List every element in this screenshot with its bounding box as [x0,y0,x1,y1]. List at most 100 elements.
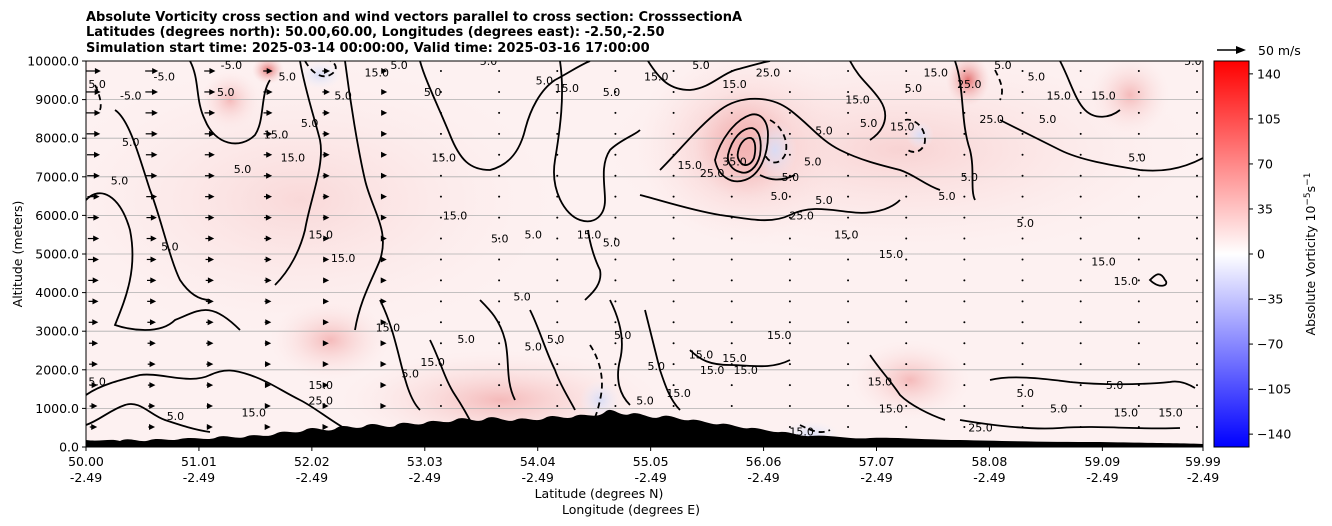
wind-vector [1137,216,1140,219]
field-blob [86,61,560,340]
wind-vector [1196,90,1198,93]
wind-vector [1196,279,1198,282]
contour-line [727,127,762,174]
wind-vector [264,403,271,410]
contour-label: 15.0 [722,352,747,365]
wind-vector [1021,90,1024,93]
wind-vector [614,405,617,408]
wind-vector [1079,111,1082,114]
wind-vector [380,319,387,326]
contour-label: 5.0 [692,59,710,72]
wind-vector [963,363,966,366]
wind-vector [556,363,559,366]
contour-label: -5.0 [221,59,242,72]
wind-vector [264,319,272,326]
wind-vector-head [151,88,158,95]
wind-vector [1196,363,1198,366]
wind-vector-head [323,68,330,74]
contour-line [609,299,631,406]
wind-vector [322,424,329,430]
wind-vector [89,403,98,410]
wind-vector [86,130,101,137]
wind-vector [263,193,272,200]
wind-vector [788,279,791,282]
negative-contour-line [94,84,102,111]
wind-vector [439,258,442,261]
contour-label: 15.0 [577,229,602,242]
wind-vector [847,321,850,324]
wind-vector-head [94,88,101,95]
contour-label: 5.0 [938,190,956,203]
contour-label: 15.0 [1158,406,1183,419]
wind-vector [1196,384,1198,387]
wind-vector [1137,426,1140,428]
wind-vector [1021,153,1024,156]
wind-vector [614,237,617,240]
wind-vector-head [380,361,387,368]
wind-vector [1137,153,1140,156]
wind-vector [439,90,442,93]
contour-label: 15.0 [733,364,758,377]
colorbar-label-unit-exponent: −1 [1303,173,1313,186]
wind-vector [1021,300,1024,303]
wind-vector [88,340,99,347]
wind-vector [1079,405,1082,408]
contour-label: 15.0 [1091,90,1116,103]
wind-vector [148,424,156,430]
wind-vector [1021,405,1024,408]
x-tick-label-lon: -2.49 [70,470,102,485]
wind-vector-head [91,424,98,430]
wind-vector [322,340,329,347]
wind-vector [264,256,272,263]
wind-vector [614,174,617,177]
wind-vector [1137,70,1140,72]
wind-vector-head [208,214,215,221]
wind-vector [86,68,101,74]
wind-vector [614,342,617,345]
wind-vector [322,172,330,179]
wind-vector-head [323,88,330,95]
wind-vector [788,237,791,240]
contour-label: 5.0 [88,375,106,388]
wind-vector [847,132,850,135]
wind-vector [730,300,733,303]
field-blob [1090,61,1170,135]
contour-line [989,376,1196,389]
y-tick-label: 9000.0 [35,92,79,107]
wind-vector [206,424,213,430]
wind-vector-head [380,298,387,305]
wind-vector-head [209,109,216,116]
wind-vector-head [208,130,215,137]
wind-vector [498,258,501,261]
wind-vector [1196,132,1198,135]
contour-line [86,369,371,441]
wind-vector [206,361,214,368]
x-tick-label-lon: -2.49 [296,470,328,485]
wind-vector [556,111,559,114]
wind-vector-head [149,361,156,368]
wind-vector [88,277,99,284]
wind-vector-head [323,235,330,242]
contour-label: 5.0 [167,410,185,423]
wind-vector-head [94,109,101,116]
wind-vector [614,384,617,387]
contour-label: 5.0 [603,86,621,99]
x-tick-label-lon: -2.49 [1086,470,1118,485]
y-tick-label: 7000.0 [35,169,79,184]
x-axis-label-lon: Longitude (degrees E) [562,502,700,517]
wind-vector [1079,363,1082,366]
horizontal-gridlines [86,99,1203,409]
wind-vector [1196,111,1198,114]
wind-vector-head [264,403,271,410]
wind-vector-head [151,151,158,158]
wind-vector [322,88,330,95]
wind-vector [88,256,99,263]
wind-vector [145,88,158,95]
contour-label: 5.0 [647,360,665,373]
wind-vector [145,68,159,74]
wind-vector [730,237,733,240]
wind-vector-head [91,361,98,368]
contour-label: 15.0 [834,229,859,242]
wind-vector [905,405,908,408]
wind-vector [788,426,791,428]
